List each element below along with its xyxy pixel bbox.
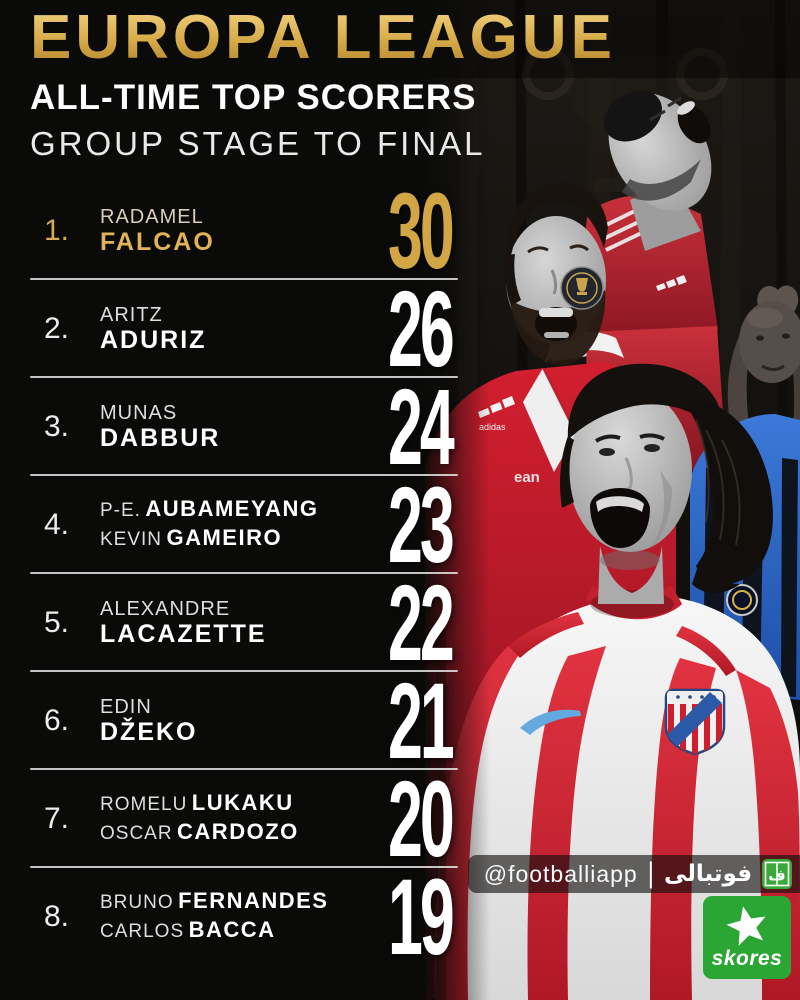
sponsor-text-fragment: ean: [514, 469, 540, 486]
top-scorers-list: 1. RADAMEL FALCAO 30 2. ARITZ ADURIZ 26 …: [0, 177, 478, 971]
watermark-handle: @footballiapp: [483, 860, 638, 887]
rank-label: 2.: [44, 312, 70, 345]
goals-count: 21: [388, 660, 455, 781]
player-last-name: FERNANDES: [178, 888, 329, 913]
scorer-row: 8. BRUNO FERNANDES CARLOS BACCA 19: [0, 863, 478, 971]
rank-label: 8.: [44, 900, 70, 933]
scorer-row: 7. ROMELU LUKAKU OSCAR CARDOZO 20: [0, 765, 478, 873]
skores-logo: skores: [703, 896, 791, 979]
scorer-row: 3. MUNAS DABBUR 24: [0, 373, 478, 481]
scorer-row: 6. EDIN DŽEKO 21: [0, 667, 478, 775]
rank-label: 4.: [44, 508, 70, 541]
scorer-row: 4. P-E. AUBAMEYANG KEVIN GAMEIRO 23: [0, 471, 478, 579]
rank-label: 6.: [44, 704, 70, 737]
adidas-logo: [656, 275, 687, 291]
player-last-name: BACCA: [188, 917, 276, 942]
player-first-name: ALEXANDRE: [100, 598, 231, 620]
watermark-bar: @footballiapp | فوتبالی ف: [467, 855, 800, 893]
scorer-row: 2. ARITZ ADURIZ 26: [0, 275, 478, 383]
rank-label: 7.: [44, 802, 70, 835]
europa-league-patch: [560, 266, 604, 310]
nike-swoosh-logo: [520, 709, 581, 735]
scorer-row: 1. RADAMEL FALCAO 30: [0, 177, 478, 285]
falcao-photo: [435, 363, 800, 1000]
watermark-brand-farsi: فوتبالی: [663, 861, 752, 887]
player-first-name: MUNAS: [100, 402, 178, 424]
rank-label: 3.: [44, 410, 70, 443]
player-last-name: DŽEKO: [100, 718, 198, 746]
player-last-name: FALCAO: [100, 228, 215, 256]
player-last-name: LUKAKU: [191, 790, 294, 815]
poster-subtitle: ALL-TIME TOP SCORERS: [30, 78, 477, 118]
goals-count: 24: [388, 366, 455, 487]
player-first-name: CARLOS: [100, 921, 185, 942]
adidas-wordmark: adidas: [479, 422, 506, 432]
football-pitch-icon: ف: [762, 859, 792, 889]
goals-count: 30: [388, 170, 455, 291]
player-last-name: AUBAMEYANG: [145, 496, 319, 521]
player-first-name: BRUNO: [100, 892, 174, 913]
player-last-name: DABBUR: [100, 424, 221, 452]
goals-count: 20: [388, 758, 455, 879]
goals-count: 19: [388, 856, 455, 977]
player-last-name: LACAZETTE: [100, 620, 267, 648]
watermark-separator: |: [647, 857, 654, 890]
poster-tagline: GROUP STAGE TO FINAL: [30, 125, 486, 163]
player-first-name: RADAMEL: [100, 206, 204, 228]
poster-title: EUROPA LEAGUE: [30, 3, 616, 72]
atletico-crest: [664, 688, 726, 756]
skores-star-icon: [726, 906, 766, 946]
player-last-name: ADURIZ: [100, 326, 207, 354]
rank-label: 1.: [44, 214, 70, 247]
goals-count: 23: [388, 464, 455, 585]
player-first-name: P-E.: [100, 500, 141, 521]
player-last-name: CARDOZO: [177, 819, 299, 844]
player-first-name: OSCAR: [100, 823, 173, 844]
goals-count: 26: [388, 268, 455, 389]
scorer-row: 5. ALEXANDRE LACAZETTE 22: [0, 569, 478, 677]
goals-count: 22: [388, 562, 455, 683]
player-first-name: ARITZ: [100, 304, 163, 326]
skores-label: skores: [711, 947, 783, 970]
player-first-name: KEVIN: [100, 529, 163, 550]
rank-label: 5.: [44, 606, 70, 639]
inter-badge: [726, 584, 758, 616]
footballi-letter: ف: [768, 866, 785, 884]
player-first-name: EDIN: [100, 696, 152, 718]
player-first-name: ROMELU: [100, 794, 188, 815]
player-last-name: GAMEIRO: [166, 525, 283, 550]
